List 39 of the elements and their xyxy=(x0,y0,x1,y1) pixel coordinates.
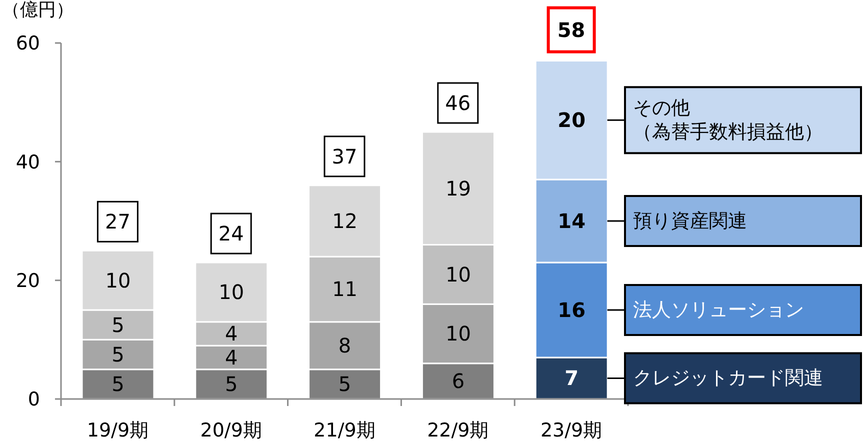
total-label: 46 xyxy=(445,91,471,115)
total-label: 24 xyxy=(218,222,244,246)
series-label: 法人ソリューション xyxy=(633,299,804,321)
x-tick-label: 22/9期 xyxy=(427,419,489,442)
data-label: 5 xyxy=(112,342,124,366)
data-label: 10 xyxy=(218,280,244,304)
data-label: 10 xyxy=(105,268,131,292)
x-tick-label: 19/9期 xyxy=(86,419,149,442)
data-label: 10 xyxy=(445,262,471,286)
data-label: 20 xyxy=(558,108,586,132)
data-label: 10 xyxy=(445,322,471,346)
x-tick-label: 23/9期 xyxy=(540,419,602,442)
data-label: 8 xyxy=(338,334,352,358)
data-label: 16 xyxy=(558,298,586,322)
y-tick-label: 40 xyxy=(16,151,40,174)
data-label: 7 xyxy=(564,366,579,390)
data-label: 5 xyxy=(338,372,352,396)
data-label: 5 xyxy=(112,312,124,337)
series-label: 預り資産関連 xyxy=(633,210,747,232)
total-label: 58 xyxy=(557,18,586,42)
total-label: 37 xyxy=(332,144,358,168)
data-label: 19 xyxy=(445,176,471,200)
x-tick-label: 21/9期 xyxy=(314,419,376,442)
series-label: クレジットカード関連 xyxy=(633,367,823,390)
y-axis-title: （億円） xyxy=(2,0,74,20)
data-label: 4 xyxy=(225,345,238,370)
data-label: 11 xyxy=(332,277,358,302)
y-tick-label: 60 xyxy=(16,32,40,55)
data-label: 4 xyxy=(225,322,238,346)
data-label: 5 xyxy=(112,372,124,396)
data-label: 14 xyxy=(558,209,586,233)
data-label: 6 xyxy=(452,369,465,394)
series-label: その他（為替手数料損益他） xyxy=(633,97,823,144)
x-tick-label: 20/9期 xyxy=(200,419,262,442)
data-label: 5 xyxy=(225,372,238,396)
total-label: 27 xyxy=(104,210,130,234)
y-tick-label: 20 xyxy=(16,270,40,292)
data-label: 12 xyxy=(332,209,358,233)
y-tick-label: 0 xyxy=(28,388,40,411)
